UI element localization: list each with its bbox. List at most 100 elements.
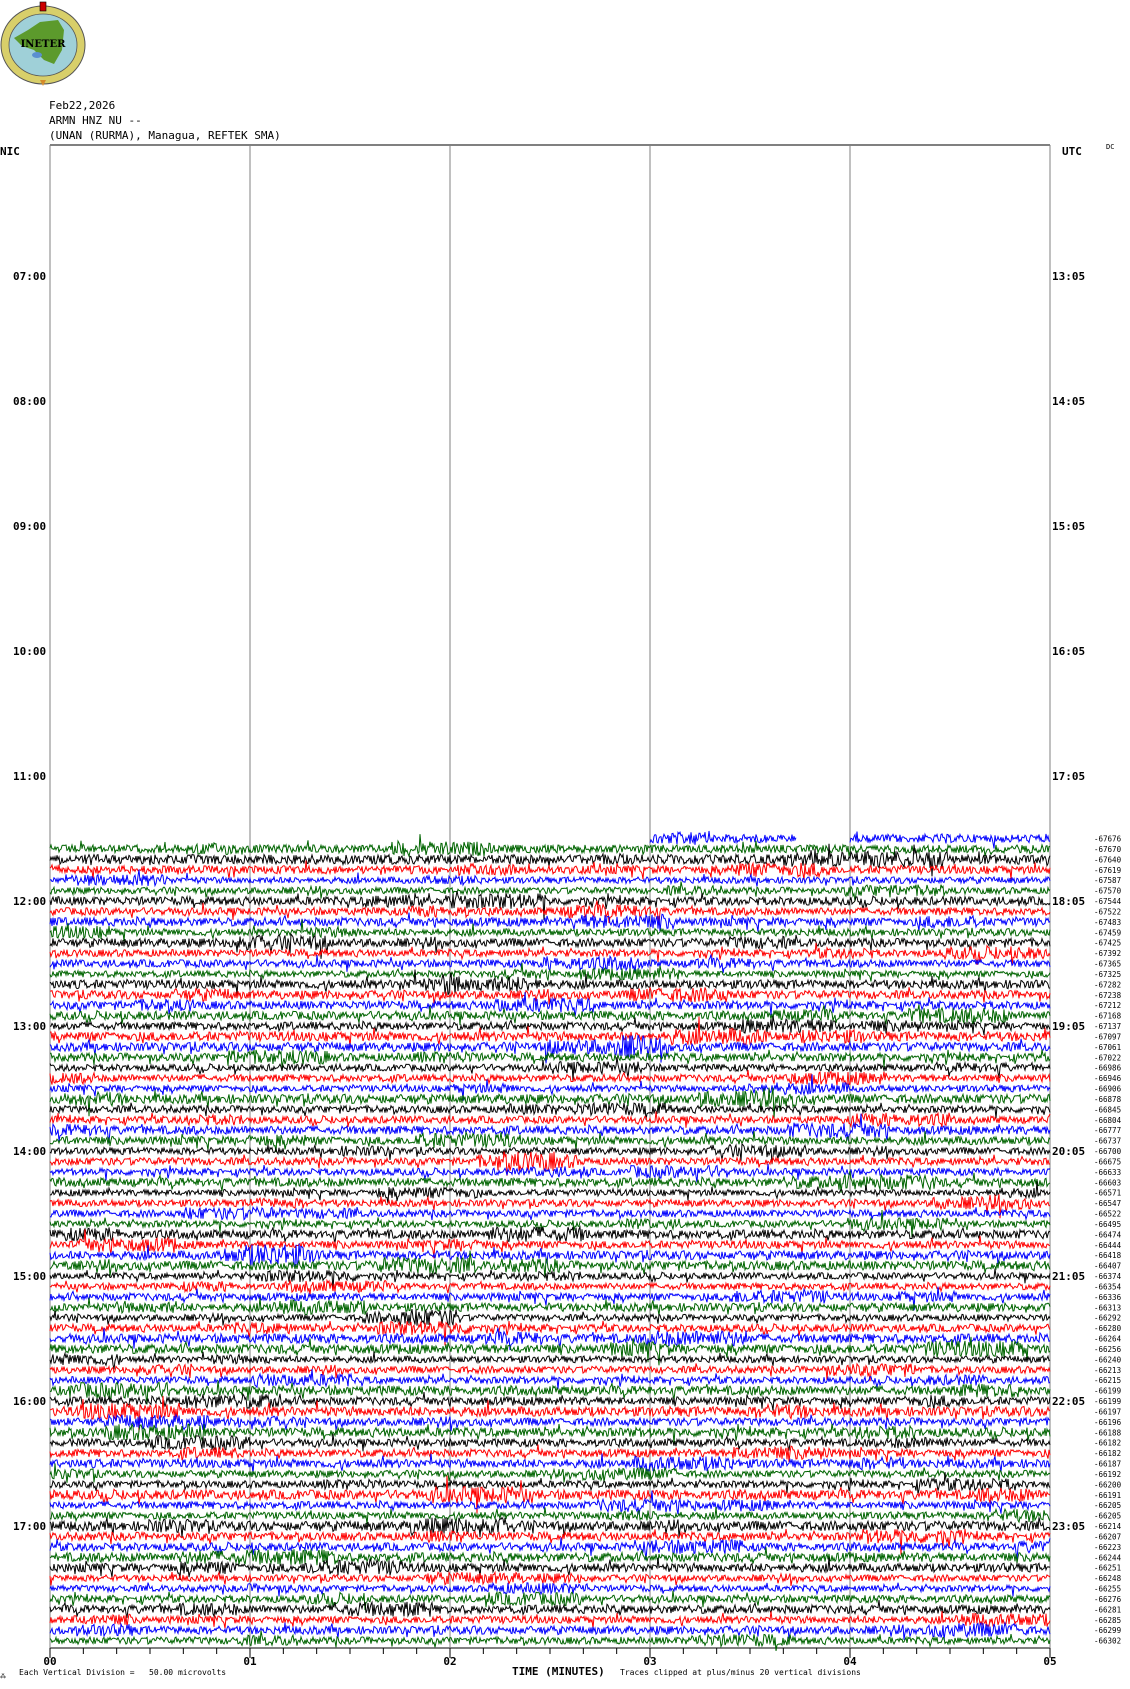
- x-tick-label: 03: [643, 1655, 656, 1668]
- seismic-trace: [49, 1111, 1051, 1129]
- seismic-trace: [49, 963, 1051, 982]
- row-offset-label: -66474: [1094, 1230, 1122, 1239]
- seismic-trace: [49, 881, 1051, 902]
- left-hour-label: 16:00: [13, 1395, 46, 1408]
- seismic-trace: [49, 1630, 1051, 1651]
- row-offset-label: -66845: [1094, 1105, 1121, 1114]
- right-hour-label: 21:05: [1052, 1270, 1085, 1283]
- seismic-trace: [49, 1351, 1051, 1370]
- seismic-trace: [49, 1490, 1051, 1515]
- row-offset-label: -66946: [1094, 1074, 1122, 1083]
- row-offset-label: -66522: [1094, 1210, 1121, 1219]
- row-offset-label: -66182: [1094, 1449, 1121, 1458]
- row-offset-label: -67587: [1094, 876, 1121, 885]
- row-offset-label: -66196: [1094, 1418, 1122, 1427]
- row-offset-label: -66215: [1094, 1376, 1121, 1385]
- seismic-trace: [49, 1610, 1051, 1629]
- seismic-trace: [49, 1506, 1051, 1525]
- left-hour-label: 15:00: [13, 1270, 46, 1283]
- row-offset-label: -67061: [1094, 1043, 1121, 1052]
- seismic-trace: [49, 987, 1051, 1005]
- seismic-trace: [49, 969, 1051, 996]
- right-hour-label: 17:05: [1052, 770, 1085, 783]
- seismic-trace: [49, 1087, 1051, 1119]
- row-offset-label: -66495: [1094, 1220, 1121, 1229]
- seismic-trace: [49, 932, 1051, 959]
- seismic-trace: [49, 1537, 1051, 1560]
- row-offset-label: -67097: [1094, 1032, 1121, 1041]
- row-offset-label: -66986: [1094, 1064, 1122, 1073]
- row-offset-label: -66906: [1094, 1085, 1122, 1094]
- row-offset-label: -66213: [1094, 1366, 1121, 1375]
- row-offset-label: -66200: [1094, 1480, 1122, 1489]
- row-offset-label: -66700: [1094, 1147, 1122, 1156]
- seismic-trace: [49, 1308, 1051, 1328]
- row-offset-label: -66191: [1094, 1491, 1121, 1500]
- left-hour-label: 09:00: [13, 520, 46, 533]
- seismic-trace: [49, 1600, 1051, 1618]
- row-offset-label: -67168: [1094, 1012, 1122, 1021]
- row-offset-label: -66313: [1094, 1303, 1121, 1312]
- left-hour-label: 12:00: [13, 895, 46, 908]
- row-offset-label: -67459: [1094, 928, 1121, 937]
- seismic-trace: [49, 1229, 1050, 1259]
- seismic-trace: [49, 1286, 1051, 1311]
- svg-text:INETER: INETER: [21, 39, 67, 50]
- row-offset-label: -67425: [1094, 939, 1121, 948]
- row-offset-label: -66251: [1094, 1564, 1121, 1573]
- row-offset-label: -67544: [1094, 897, 1122, 906]
- seismic-trace: [49, 1336, 1051, 1366]
- seismic-trace: [49, 1130, 1051, 1153]
- seismic-trace: [49, 1422, 1051, 1444]
- row-offset-label: -66188: [1094, 1428, 1122, 1437]
- small-logo-icon: ⁂: [0, 1673, 6, 1680]
- seismic-trace: [49, 834, 1051, 858]
- seismic-trace: [49, 1368, 1051, 1390]
- row-offset-label: -67619: [1094, 866, 1121, 875]
- row-offset-label: -66777: [1094, 1126, 1121, 1135]
- seismic-trace: [649, 830, 797, 845]
- seismic-trace: [49, 1194, 1051, 1219]
- row-offset-label: -67483: [1094, 918, 1121, 927]
- seismic-trace: [49, 1004, 1051, 1026]
- channel-label: ARMN HNZ NU --: [49, 114, 142, 127]
- left-hour-label: 14:00: [13, 1145, 46, 1158]
- seismic-trace: [49, 1205, 1051, 1222]
- seismic-trace: [49, 1380, 1051, 1405]
- left-hour-label: 17:00: [13, 1520, 46, 1533]
- row-offset-label: -66182: [1094, 1439, 1121, 1448]
- seismic-trace: [49, 1472, 1051, 1495]
- seismic-trace: [49, 1362, 1051, 1382]
- seismic-trace: [49, 1070, 1051, 1086]
- row-offset-label: -66264: [1094, 1335, 1122, 1344]
- seismic-trace: [49, 1444, 1051, 1463]
- x-tick-label: 02: [443, 1655, 456, 1668]
- row-offset-label: -67676: [1094, 835, 1122, 844]
- seismic-trace: [49, 1113, 1051, 1143]
- seismic-trace: [49, 1163, 1051, 1183]
- right-timezone-label: UTC: [1062, 145, 1082, 158]
- row-offset-label: -67137: [1094, 1022, 1121, 1031]
- seismic-trace: [49, 1547, 1051, 1566]
- row-offset-label: -67640: [1094, 855, 1122, 864]
- seismic-trace: [49, 1250, 1051, 1279]
- seismic-trace: [49, 1209, 1051, 1238]
- seismic-trace: [49, 1297, 1051, 1316]
- seismic-trace: [49, 890, 1051, 921]
- left-hour-label: 10:00: [13, 645, 46, 658]
- seismic-trace: [49, 1170, 1051, 1193]
- seismic-trace: [49, 1181, 1051, 1204]
- row-offset-label: -67238: [1094, 991, 1122, 1000]
- row-offset-label: -66280: [1094, 1324, 1122, 1333]
- seismic-trace: [849, 831, 1051, 849]
- row-offset-label: -66197: [1094, 1407, 1121, 1416]
- row-offset-label: -67282: [1094, 980, 1121, 989]
- row-offset-label: -66214: [1094, 1522, 1122, 1531]
- row-offset-label: -67392: [1094, 949, 1121, 958]
- seismic-trace: [49, 1433, 1051, 1452]
- left-hour-label: 11:00: [13, 770, 46, 783]
- row-offset-label: -66255: [1094, 1585, 1121, 1594]
- left-hour-label: 07:00: [13, 270, 46, 283]
- right-hour-label: 22:05: [1052, 1395, 1085, 1408]
